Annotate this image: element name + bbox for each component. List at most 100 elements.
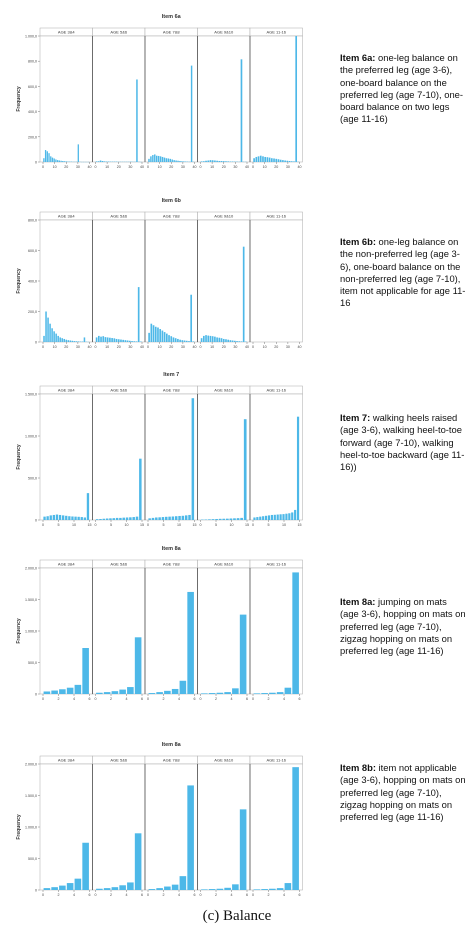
bar bbox=[229, 340, 232, 342]
bar bbox=[137, 287, 140, 342]
bar bbox=[163, 157, 166, 162]
x-tick-label: 2 bbox=[268, 893, 270, 897]
y-tick-label: 500,0 bbox=[28, 477, 37, 481]
bar bbox=[202, 161, 205, 162]
bar bbox=[43, 516, 46, 520]
bar bbox=[53, 331, 55, 342]
bar bbox=[67, 340, 70, 342]
bar bbox=[103, 888, 111, 890]
x-tick-label: 40 bbox=[298, 165, 302, 169]
panel-1: AGE 3&4 0 10 20 30 40 bbox=[39, 27, 93, 169]
bar bbox=[46, 151, 48, 162]
chart-4: Item 8a Frequency 0 500,0 1.000,0 1.500,0 2.00… bbox=[16, 546, 303, 701]
x-tick-label: 0 bbox=[252, 165, 254, 169]
bar bbox=[61, 338, 63, 342]
y-tick-label: 600,0 bbox=[28, 85, 37, 89]
x-tick-label: 2 bbox=[110, 697, 112, 701]
bar bbox=[75, 341, 78, 342]
panel-2: AGE 5&6 0 10 20 30 40 bbox=[92, 27, 146, 169]
bar bbox=[151, 517, 155, 520]
bar bbox=[74, 516, 77, 520]
bar bbox=[45, 311, 47, 342]
bar bbox=[168, 335, 170, 342]
chart-1: Item 6a Frequency 0 200,0 400,0 600,0 800,0 1.0… bbox=[16, 14, 303, 169]
bar bbox=[105, 161, 108, 162]
bar bbox=[291, 512, 294, 520]
bar bbox=[156, 888, 163, 890]
x-tick-label: 0 bbox=[147, 165, 149, 169]
item-description-text: walking heels raised (age 3-6), walking … bbox=[340, 412, 465, 473]
x-tick-label: 10 bbox=[263, 345, 267, 349]
bar bbox=[148, 158, 150, 162]
panel-frame bbox=[144, 35, 198, 163]
y-tick-label: 0 bbox=[35, 519, 37, 523]
bar bbox=[122, 517, 125, 520]
bar bbox=[208, 889, 216, 890]
bar bbox=[211, 519, 215, 520]
bar bbox=[240, 341, 243, 342]
x-tick-label: 20 bbox=[64, 345, 68, 349]
panel-2: AGE 5&6 0 2 4 6 bbox=[92, 755, 146, 897]
panel-4: AGE 9&10 0 2 4 6 bbox=[197, 755, 251, 897]
x-tick-label: 4 bbox=[231, 893, 233, 897]
bar bbox=[152, 155, 154, 162]
bar bbox=[59, 689, 66, 694]
panel-frame bbox=[92, 219, 146, 343]
bar bbox=[122, 339, 125, 342]
x-tick-label: 0 bbox=[252, 523, 254, 527]
bar bbox=[209, 335, 212, 342]
x-tick-label: 6 bbox=[246, 893, 248, 897]
bar bbox=[57, 335, 59, 342]
bar bbox=[135, 341, 138, 342]
panel-label: AGE 5&6 bbox=[110, 562, 127, 567]
bar bbox=[129, 517, 132, 520]
bar bbox=[231, 161, 234, 162]
x-tick-label: 6 bbox=[299, 697, 301, 701]
x-tick-label: 15 bbox=[245, 523, 249, 527]
y-tick-label: 0 bbox=[35, 341, 37, 345]
bar bbox=[101, 160, 104, 162]
y-tick-label: 800,0 bbox=[28, 60, 37, 64]
bar bbox=[133, 341, 136, 342]
bar bbox=[99, 518, 102, 520]
bar bbox=[183, 340, 186, 342]
bar bbox=[60, 160, 62, 162]
panel-4: AGE 9&10 0 10 20 30 40 bbox=[197, 27, 251, 169]
bar bbox=[171, 516, 175, 520]
panel-frame bbox=[144, 393, 198, 521]
bar bbox=[239, 614, 247, 694]
bar bbox=[192, 341, 195, 342]
bar bbox=[128, 340, 131, 342]
bar bbox=[111, 338, 113, 342]
x-tick-label: 40 bbox=[140, 165, 144, 169]
panel-label: AGE 3&4 bbox=[58, 758, 75, 763]
bar bbox=[102, 518, 106, 520]
x-tick-label: 4 bbox=[73, 893, 75, 897]
x-tick-label: 0 bbox=[95, 697, 97, 701]
bar bbox=[83, 517, 87, 520]
bar bbox=[276, 514, 279, 520]
bar bbox=[169, 158, 172, 162]
panel-label: AGE 11-16 bbox=[267, 562, 287, 567]
x-tick-label: 0 bbox=[95, 893, 97, 897]
panel-1: AGE 3&4 0 10 20 30 40 bbox=[39, 211, 93, 349]
bar bbox=[229, 518, 233, 520]
bar bbox=[55, 159, 57, 162]
bar bbox=[295, 36, 298, 162]
bar bbox=[65, 161, 67, 162]
bar bbox=[150, 156, 152, 162]
x-tick-label: 20 bbox=[274, 345, 278, 349]
panel-label: AGE 5&6 bbox=[110, 30, 127, 35]
x-tick-label: 4 bbox=[126, 697, 128, 701]
panel-3: AGE 7&8 0 10 20 30 40 bbox=[144, 27, 198, 169]
bar bbox=[282, 514, 285, 520]
bar bbox=[284, 687, 292, 694]
x-tick-label: 4 bbox=[178, 697, 180, 701]
bar bbox=[261, 889, 268, 890]
bar bbox=[47, 317, 49, 342]
panel-5: AGE 11-16 0 10 20 30 40 bbox=[249, 27, 303, 169]
chart-title: Item 8a bbox=[162, 742, 182, 748]
x-tick-label: 6 bbox=[141, 893, 143, 897]
x-tick-label: 6 bbox=[299, 893, 301, 897]
x-tick-label: 5 bbox=[215, 523, 217, 527]
